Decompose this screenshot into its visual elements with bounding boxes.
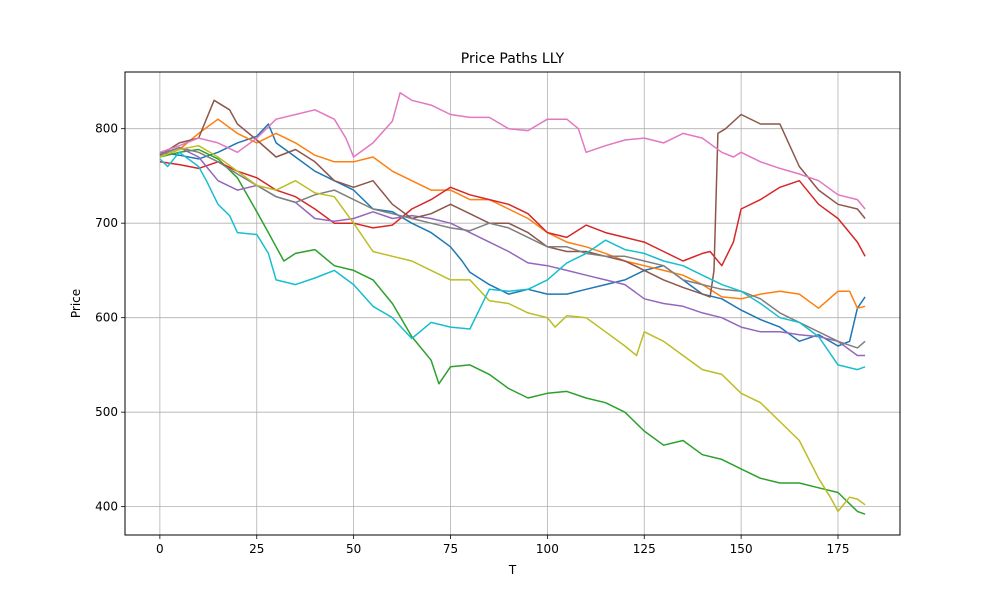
ticks: 0 25 50 75 100 125 150 175 400 500 600 700 800 [95, 122, 849, 556]
x-tick-label: 0 [156, 542, 164, 556]
y-tick-label: 400 [95, 500, 118, 514]
y-tick-label: 600 [95, 311, 118, 325]
x-tick-label: 100 [536, 542, 559, 556]
y-tick-label: 500 [95, 405, 118, 419]
series-line-2 [159, 118, 866, 309]
series-line-1 [159, 123, 866, 347]
x-tick-label: 75 [443, 542, 458, 556]
series-line-8 [159, 146, 866, 349]
x-tick-label: 50 [346, 542, 361, 556]
x-tick-label: 125 [633, 542, 656, 556]
x-axis-label: T [508, 563, 517, 577]
series-line-4 [159, 161, 866, 267]
x-tick-label: 150 [730, 542, 753, 556]
y-tick-label: 800 [95, 122, 118, 136]
series-line-6 [159, 99, 866, 298]
y-tick-label: 700 [95, 216, 118, 230]
y-axis-label: Price [69, 289, 83, 318]
series-line-10 [159, 151, 866, 371]
x-tick-label: 25 [249, 542, 264, 556]
series-group [159, 92, 866, 515]
series-line-9 [159, 144, 866, 513]
series-line-7 [159, 92, 866, 210]
plot-frame [124, 71, 901, 536]
x-tick-label: 175 [827, 542, 850, 556]
chart-title: Price Paths LLY [461, 51, 565, 67]
series-line-3 [159, 148, 866, 515]
